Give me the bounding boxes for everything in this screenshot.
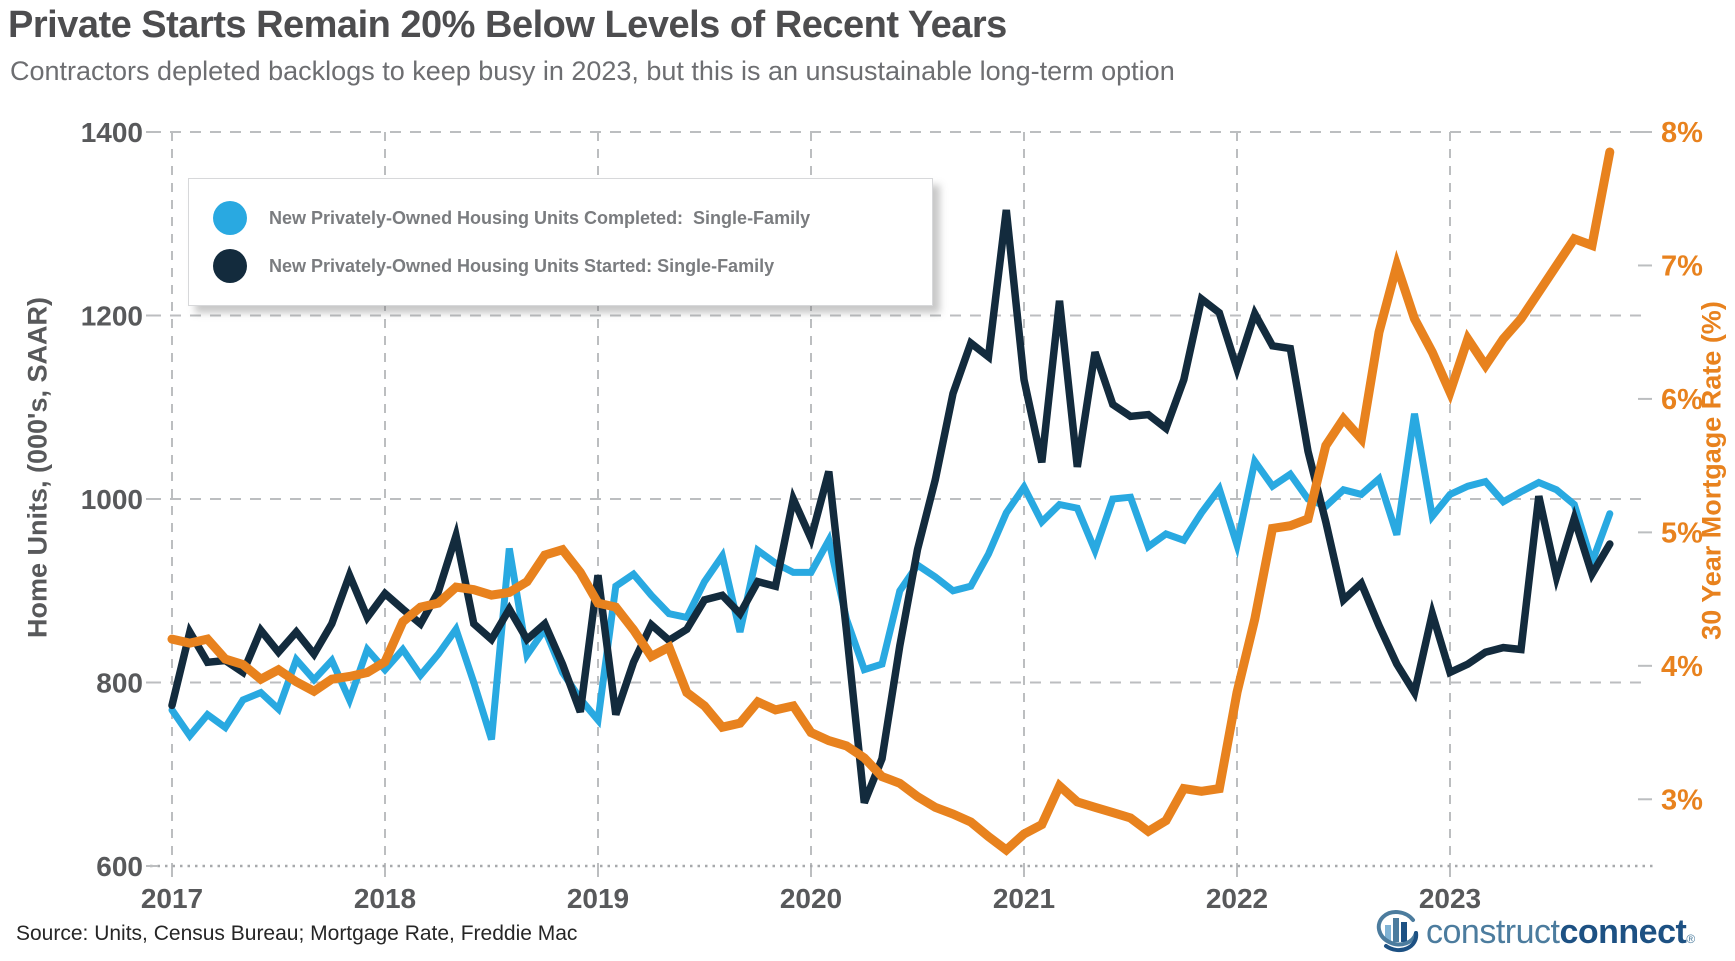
right-axis-tick-label: 5%: [1661, 517, 1703, 549]
x-axis-label: 2019: [567, 883, 629, 914]
constructconnect-logo: constructconnect®: [1372, 908, 1695, 956]
x-axis-label: 2023: [1419, 883, 1481, 914]
left-axis-tick-label: 1000: [81, 484, 143, 515]
legend-item-started: New Privately-Owned Housing Units Starte…: [213, 249, 932, 283]
constructconnect-logo-icon: [1376, 910, 1419, 953]
mortgage-rate-line: [167, 147, 1615, 856]
left-axis-tick-label: 1400: [81, 117, 143, 148]
right-axis-tick-label: 3%: [1661, 784, 1703, 816]
left-axis-tick-label: 600: [96, 851, 143, 882]
right-axis-tick-label: 6%: [1661, 384, 1703, 416]
x-axis-label: 2021: [993, 883, 1055, 914]
right-axis-tick-label: 4%: [1661, 651, 1703, 683]
right-axis-tick-label: 7%: [1661, 250, 1703, 282]
x-axis-label: 2017: [141, 883, 203, 914]
left-axis-tick-label: 800: [96, 668, 143, 699]
left-axis-tick-label: 1200: [81, 301, 143, 332]
legend-item-label: New Privately-Owned Housing Units Starte…: [269, 255, 775, 276]
page-title: Private Starts Remain 20% Below Levels o…: [8, 4, 1007, 46]
completed-series-dot-icon: [213, 201, 247, 235]
legend-item-completed: New Privately-Owned Housing Units Comple…: [213, 201, 932, 235]
constructconnect-logo-text: constructconnect®: [1426, 912, 1695, 951]
source-note: Source: Units, Census Bureau; Mortgage R…: [16, 922, 578, 945]
right-axis-tick-label: 8%: [1661, 117, 1703, 149]
x-axis-label: 2020: [780, 883, 842, 914]
chart-legend: New Privately-Owned Housing Units Comple…: [188, 178, 933, 306]
started-series-dot-icon: [213, 249, 247, 283]
x-axis-label: 2022: [1206, 883, 1268, 914]
page-subtitle: Contractors depleted backlogs to keep bu…: [10, 56, 1175, 86]
x-axis-label: 2018: [354, 883, 416, 914]
legend-item-label: New Privately-Owned Housing Units Comple…: [269, 207, 811, 228]
completed-series-line: [168, 413, 1614, 742]
